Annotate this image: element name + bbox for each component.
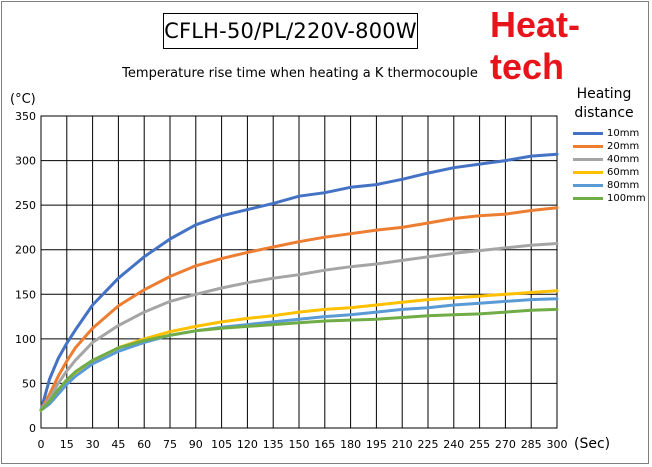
x-tick-label: 150: [289, 438, 310, 451]
x-tick-label: 300: [547, 438, 568, 451]
y-tick-label: 100: [15, 333, 36, 346]
legend-label: 10mm: [607, 128, 640, 139]
series-line-20mm: [39, 206, 559, 412]
x-tick-label: 165: [314, 438, 335, 451]
y-tick-label: 0: [29, 422, 36, 435]
legend-label: 60mm: [607, 167, 640, 178]
legend-label: 40mm: [607, 154, 640, 165]
x-tick-label: 105: [211, 438, 232, 451]
x-tick-label: 15: [60, 438, 74, 451]
legend-title: Heating distance: [574, 86, 634, 121]
y-tick-label: 300: [15, 155, 36, 168]
x-axis-label: (Sec): [574, 436, 610, 452]
chart-title: Temperature rise time when heating a K t…: [122, 66, 478, 81]
series-line-40mm: [39, 242, 559, 412]
brand-logo: Heat-tech: [490, 4, 581, 87]
legend-swatch: [573, 132, 603, 135]
y-tick-label: 50: [22, 377, 36, 390]
y-tick-label: 350: [15, 110, 36, 123]
series-line-100mm: [39, 307, 559, 412]
x-tick-label: 285: [521, 438, 542, 451]
x-tick-label: 180: [340, 438, 361, 451]
x-tick-label: 255: [469, 438, 490, 451]
x-tick-label: 30: [86, 438, 100, 451]
legend-item: 20mm: [573, 140, 646, 153]
legend-swatch: [573, 184, 603, 187]
x-tick-label: 75: [163, 438, 177, 451]
y-tick-label: 200: [15, 244, 36, 257]
legend-label: 100mm: [607, 193, 646, 204]
legend: 10mm 20mm 40mm 60mm 80mm 100mm: [573, 127, 646, 205]
legend-item: 60mm: [573, 166, 646, 179]
legend-item: 80mm: [573, 179, 646, 192]
legend-swatch: [573, 158, 603, 161]
legend-item: 40mm: [573, 153, 646, 166]
x-tick-label: 195: [366, 438, 387, 451]
model-label-box: CFLH-50/PL/220V-800W: [163, 13, 418, 49]
x-tick-label: 90: [189, 438, 203, 451]
x-tick-label: 240: [443, 438, 464, 451]
x-tick-label: 225: [418, 438, 439, 451]
x-tick-label: 270: [495, 438, 516, 451]
y-axis-label: (°C): [10, 92, 36, 107]
model-label: CFLH-50/PL/220V-800W: [164, 19, 417, 43]
x-tick-label: 210: [392, 438, 413, 451]
x-tick-label: 0: [38, 438, 45, 451]
y-tick-label: 250: [15, 199, 36, 212]
x-tick-label: 135: [263, 438, 284, 451]
legend-swatch: [573, 171, 603, 174]
x-tick-label: 120: [237, 438, 258, 451]
legend-item: 100mm: [573, 192, 646, 205]
legend-swatch: [573, 197, 603, 200]
series-line-80mm: [39, 297, 559, 412]
y-tick-label: 150: [15, 288, 36, 301]
x-tick-label: 45: [111, 438, 125, 451]
x-tick-label: 60: [137, 438, 151, 451]
legend-item: 10mm: [573, 127, 646, 140]
legend-label: 80mm: [607, 180, 640, 191]
series-line-10mm: [39, 152, 559, 412]
legend-swatch: [573, 145, 603, 148]
legend-label: 20mm: [607, 141, 640, 152]
